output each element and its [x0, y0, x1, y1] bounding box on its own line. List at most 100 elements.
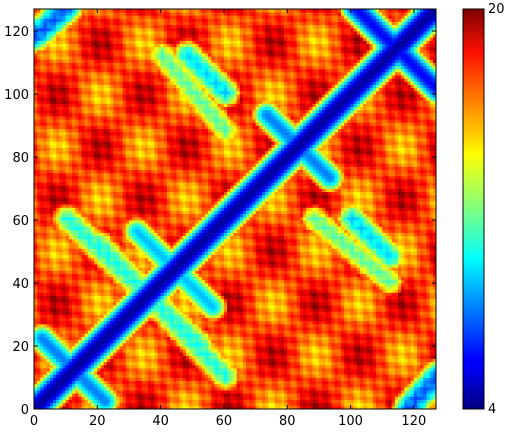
heatmap-cell [331, 405, 336, 409]
heatmap-cell [312, 352, 317, 356]
heatmap-cell [410, 377, 415, 381]
heatmap-cell [75, 330, 79, 334]
heatmap-cell [157, 355, 161, 359]
heatmap-cell [59, 380, 63, 385]
heatmap-cell [271, 374, 275, 378]
heatmap-cell [97, 308, 101, 312]
heatmap-cell [429, 327, 434, 331]
heatmap-cell [271, 301, 275, 306]
heatmap-cell [360, 368, 364, 372]
heatmap-cell [147, 346, 152, 350]
heatmap-cell [182, 342, 187, 347]
heatmap-cell [410, 330, 415, 334]
heatmap-cell [382, 298, 386, 303]
heatmap-cell [157, 386, 161, 391]
heatmap-cell [309, 383, 313, 388]
heatmap-cell [401, 383, 405, 388]
heatmap-cell [296, 346, 301, 350]
heatmap-cell [255, 295, 260, 300]
heatmap-cell [417, 327, 421, 331]
heatmap-cell [49, 346, 54, 350]
heatmap-cell [306, 393, 310, 397]
heatmap-cell [106, 295, 111, 300]
heatmap-cell [299, 349, 304, 353]
heatmap-cell [179, 396, 184, 400]
heatmap-cell [252, 333, 256, 337]
heatmap-cell [144, 289, 149, 293]
heatmap-cell [151, 374, 155, 378]
heatmap-cell [65, 393, 70, 397]
heatmap-cell [325, 305, 329, 309]
heatmap-cell [328, 346, 332, 350]
heatmap-cell [195, 371, 199, 375]
heatmap-cell [52, 311, 57, 315]
heatmap-cell [227, 386, 231, 391]
heatmap-cell [46, 336, 51, 341]
heatmap-cell [268, 358, 272, 363]
heatmap-cell [401, 355, 405, 359]
heatmap-cell [166, 308, 171, 312]
heatmap-cell [176, 292, 180, 296]
heatmap-cell [293, 368, 298, 372]
heatmap-cell [125, 333, 130, 337]
heatmap-cell [404, 314, 408, 319]
heatmap-cell [423, 305, 427, 309]
heatmap-cell [407, 361, 412, 366]
heatmap-cell [40, 327, 44, 331]
heatmap-cell [160, 399, 165, 404]
heatmap-cell [379, 314, 383, 319]
heatmap-cell [265, 402, 269, 407]
heatmap-cell [141, 361, 146, 366]
heatmap-cell [293, 402, 298, 407]
heatmap-cell [151, 368, 155, 372]
heatmap-cell [138, 377, 142, 381]
heatmap-cell [356, 317, 361, 322]
heatmap-cell [71, 374, 76, 378]
heatmap-cell [84, 286, 89, 290]
heatmap-cell [160, 358, 165, 363]
heatmap-cell [97, 368, 101, 372]
heatmap-cell [347, 342, 351, 347]
heatmap-cell [328, 298, 332, 303]
heatmap-cell [119, 396, 123, 400]
heatmap-cell [417, 346, 421, 350]
heatmap-cell [337, 317, 342, 322]
heatmap-cell [239, 368, 244, 372]
heatmap-cell [227, 368, 231, 372]
heatmap-cell [369, 371, 374, 375]
heatmap-cell [303, 380, 307, 385]
heatmap-cell [84, 368, 89, 372]
heatmap-cell [299, 305, 304, 309]
heatmap-cell [81, 374, 85, 378]
heatmap-cell [344, 289, 348, 293]
heatmap-cell [90, 314, 95, 319]
heatmap-cell [113, 311, 117, 315]
heatmap-cell [68, 402, 73, 407]
heatmap-cell [230, 358, 234, 363]
heatmap-cell [328, 320, 332, 325]
heatmap-cell [265, 383, 269, 388]
heatmap-cell [220, 386, 225, 391]
heatmap-cell [258, 295, 263, 300]
heatmap-cell [341, 339, 345, 344]
heatmap-cell [52, 352, 57, 356]
heatmap-cell [303, 399, 307, 404]
heatmap-cell [182, 349, 187, 353]
heatmap-cell [391, 301, 396, 306]
heatmap-cell [147, 327, 152, 331]
heatmap-cell [227, 320, 231, 325]
heatmap-cell [369, 358, 374, 363]
heatmap-cell [116, 361, 120, 366]
heatmap-cell [78, 393, 82, 397]
heatmap-cell [344, 314, 348, 319]
heatmap-cell [265, 286, 269, 290]
heatmap-cell [331, 295, 336, 300]
heatmap-cell [404, 346, 408, 350]
heatmap-cell [363, 295, 367, 300]
heatmap-cell [217, 349, 222, 353]
heatmap-cell [62, 286, 67, 290]
heatmap-cell [198, 358, 203, 363]
heatmap-cell [341, 295, 345, 300]
heatmap-cell [318, 358, 323, 363]
heatmap-cell [293, 383, 298, 388]
